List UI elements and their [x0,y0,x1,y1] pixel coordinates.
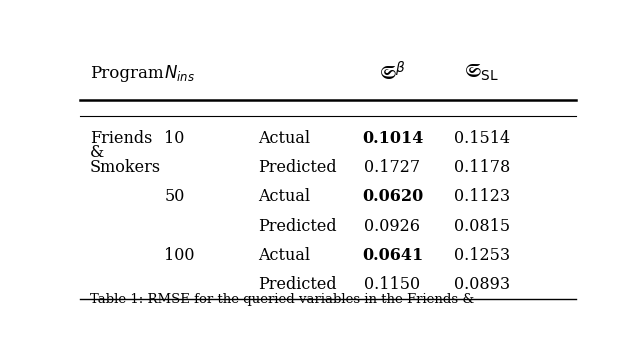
Text: 0.1150: 0.1150 [364,276,420,293]
Text: 0.0815: 0.0815 [454,218,510,235]
Text: 0.0641: 0.0641 [362,247,423,264]
Text: 0.0620: 0.0620 [362,188,423,205]
Text: Actual: Actual [259,247,310,264]
Text: 0.1727: 0.1727 [364,159,420,176]
Text: 50: 50 [164,188,185,205]
Text: 0.1253: 0.1253 [454,247,510,264]
Text: 0.1014: 0.1014 [362,130,423,147]
Text: 0.1123: 0.1123 [454,188,510,205]
Text: 100: 100 [164,247,195,264]
Text: 10: 10 [164,130,185,147]
Text: Friends: Friends [90,130,152,147]
Text: Predicted: Predicted [259,276,337,293]
Text: 0.0926: 0.0926 [365,218,420,235]
Text: $\mathfrak{S}_{\mathrm{SL}}$: $\mathfrak{S}_{\mathrm{SL}}$ [464,63,499,83]
Text: Predicted: Predicted [259,218,337,235]
Text: Actual: Actual [259,188,310,205]
Text: Actual: Actual [259,130,310,147]
Text: 0.1178: 0.1178 [454,159,510,176]
Text: 0.0893: 0.0893 [454,276,510,293]
Text: Smokers: Smokers [90,159,161,176]
Text: $N_{ins}$: $N_{ins}$ [164,63,195,83]
Text: Predicted: Predicted [259,159,337,176]
Text: Table 1: RMSE for the queried variables in the Friends &: Table 1: RMSE for the queried variables … [90,293,474,306]
Text: $\mathfrak{S}^{\beta}$: $\mathfrak{S}^{\beta}$ [379,62,406,85]
Text: Program: Program [90,65,164,82]
Text: 0.1514: 0.1514 [454,130,510,147]
Text: &: & [90,145,104,161]
